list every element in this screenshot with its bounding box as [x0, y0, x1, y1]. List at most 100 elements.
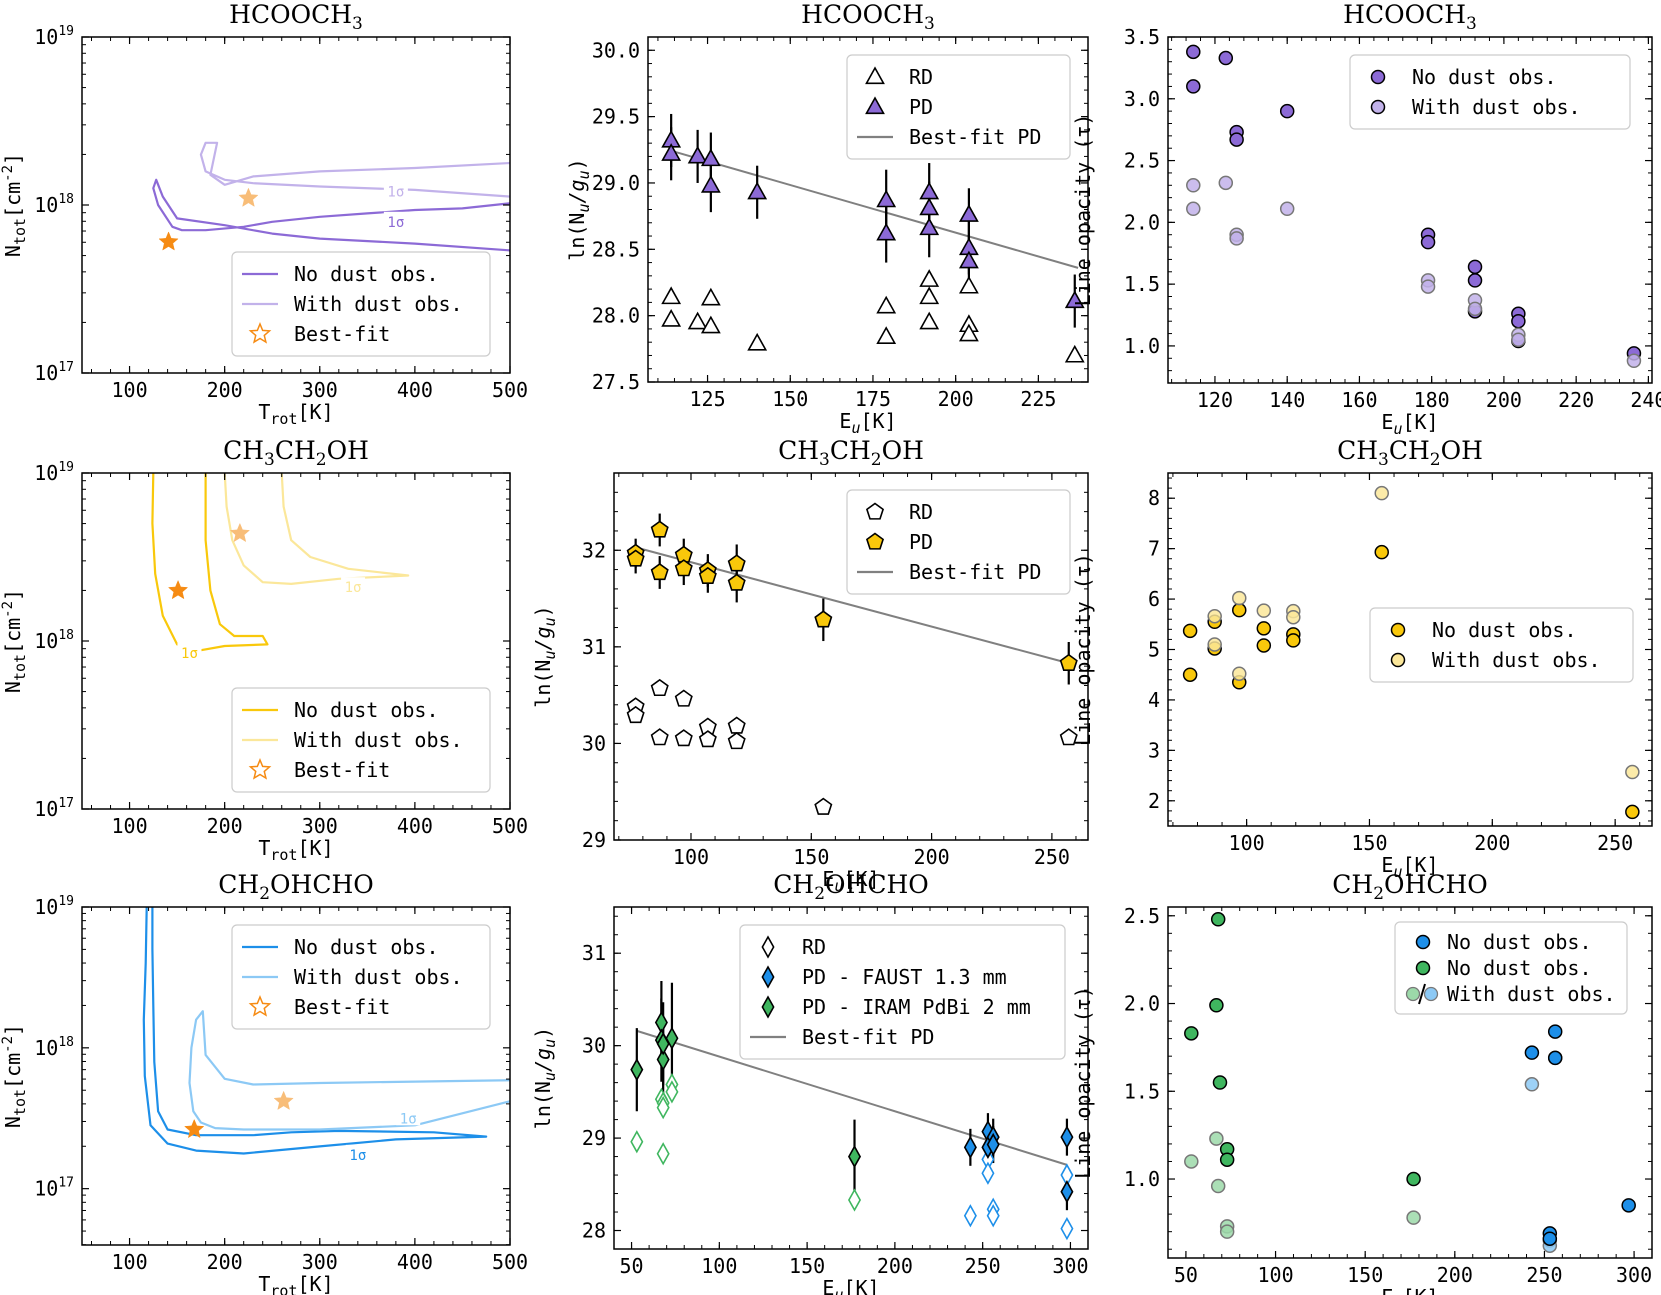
y-tick-label: 5: [1148, 638, 1160, 662]
y-tick-label: 3: [1148, 738, 1160, 762]
data-point: [1467, 273, 1483, 288]
data-point: [1420, 279, 1436, 294]
x-tick-label: 200: [207, 1250, 243, 1274]
data-point: [727, 573, 746, 591]
data-point: [747, 181, 768, 200]
x-tick-label: 500: [492, 814, 528, 838]
y-axis-label: Ntot[cm-2]: [0, 589, 29, 693]
axes-frame: [81, 906, 511, 1246]
y-tick-label: 1.5: [1124, 1079, 1160, 1103]
legend-label: PD: [909, 95, 933, 119]
legend-label: Best-fit: [294, 758, 390, 782]
data-point: [919, 269, 940, 287]
data-point: [814, 797, 833, 815]
legend-marker: [865, 532, 885, 550]
data-point: [674, 689, 693, 707]
y-axis-label: Ntot[cm-2]: [0, 1024, 29, 1128]
legend-marker: [1415, 960, 1431, 976]
data-point: [1256, 638, 1272, 653]
y-tick-label: 30: [582, 731, 606, 755]
legend-label: RD: [909, 500, 933, 524]
data-point: [1229, 231, 1244, 246]
x-tick-label: 250: [1526, 1263, 1562, 1287]
x-axis-label: Eu[K]: [822, 1276, 879, 1295]
plot-area: [1186, 44, 1642, 369]
data-point: [963, 1135, 977, 1159]
plot-area: [1182, 485, 1640, 820]
x-tick-label: 100: [1257, 1263, 1293, 1287]
contour-line-1: [223, 473, 410, 585]
data-point: [1186, 201, 1201, 217]
data-point: [814, 610, 833, 628]
legend-box: [1369, 607, 1634, 683]
data-point: [1060, 1180, 1074, 1204]
legend: RD PD Best-fit PD: [846, 54, 1071, 160]
y-tick-label: 28.5: [592, 237, 640, 261]
contour-label: 1σ: [400, 1111, 417, 1127]
y-axis-label: Line opacity (τ): [1071, 553, 1095, 746]
axes-frame: [613, 472, 1089, 841]
x-tick-label: 300: [302, 814, 338, 838]
legend: No dust obs. With dust obs. Best-fit: [231, 924, 491, 1030]
data-point: [698, 566, 717, 585]
legend-marker: [1370, 99, 1386, 115]
panel-title: CH3CH2OH: [1337, 436, 1483, 470]
y-tick-label: 2: [1148, 789, 1160, 813]
legend-label: With dust obs.: [294, 965, 463, 989]
y-tick-label: 1017: [34, 360, 74, 385]
x-tick-label: 200: [914, 845, 950, 869]
plot-area: [1184, 912, 1636, 1253]
legend-marker: [865, 502, 885, 520]
x-tick-label: 150: [1347, 1263, 1383, 1287]
data-point: [656, 1142, 670, 1166]
legend-separator: [1418, 983, 1426, 1005]
data-point: [1060, 1217, 1074, 1241]
data-point: [674, 729, 693, 747]
x-tick-label: 100: [111, 378, 147, 402]
data-point: [700, 287, 721, 306]
x-tick-label: 140: [1269, 388, 1305, 412]
y-tick-label: 1018: [34, 628, 74, 653]
x-axis-label: Trot[K]: [258, 400, 333, 428]
data-point: [1256, 603, 1272, 618]
legend-label: PD - IRAM PdBi 2 mm: [802, 995, 1031, 1019]
contour-label-bg: [341, 577, 366, 595]
data-point: [656, 1095, 670, 1120]
legend-label: No dust obs.: [1432, 618, 1577, 642]
legend-label: With dust obs.: [1447, 982, 1616, 1006]
y-tick-label: 2.5: [1124, 904, 1160, 928]
x-axis-label: Eu[K]: [822, 867, 879, 895]
x-tick-label: 400: [397, 378, 433, 402]
data-point: [1524, 1077, 1540, 1092]
legend-star-icon: [248, 758, 272, 780]
x-tick-label: 150: [793, 845, 829, 869]
legend-label: No dust obs.: [1412, 65, 1557, 89]
data-point: [1218, 50, 1234, 66]
y-tick-label: 1018: [34, 192, 74, 217]
data-point: [876, 222, 897, 241]
x-tick-label: 500: [492, 1250, 528, 1274]
x-axis-label: Trot[K]: [258, 1272, 333, 1295]
legend-label: Best-fit PD: [802, 1025, 934, 1049]
y-tick-label: 2.0: [1124, 992, 1160, 1016]
data-point: [1374, 485, 1389, 501]
data-point: [687, 311, 708, 330]
data-point: [1209, 998, 1224, 1013]
y-tick-label: 1019: [34, 460, 74, 485]
best-fit-star: [238, 187, 259, 207]
data-point: [1059, 653, 1078, 671]
contour-label: 1σ: [345, 580, 362, 596]
data-point: [650, 728, 669, 746]
legend-box: [1394, 921, 1628, 1015]
data-point: [1212, 1075, 1228, 1090]
y-tick-label: 1019: [34, 894, 74, 919]
data-point: [1256, 621, 1272, 636]
contour-label-bg: [383, 211, 408, 229]
legend-label: Best-fit: [294, 322, 390, 346]
legend-marker: [865, 66, 885, 85]
data-point: [981, 1161, 995, 1185]
chart-panel-c6: 100 150 200 250 2 3 4 5 6 7 8 CH3CH2OH Eu[K] Line opa…: [1071, 436, 1653, 881]
x-tick-label: 250: [965, 1254, 1001, 1278]
legend: No dust obs. With dust obs.: [1349, 54, 1631, 130]
contour-label: 1σ: [387, 215, 404, 231]
